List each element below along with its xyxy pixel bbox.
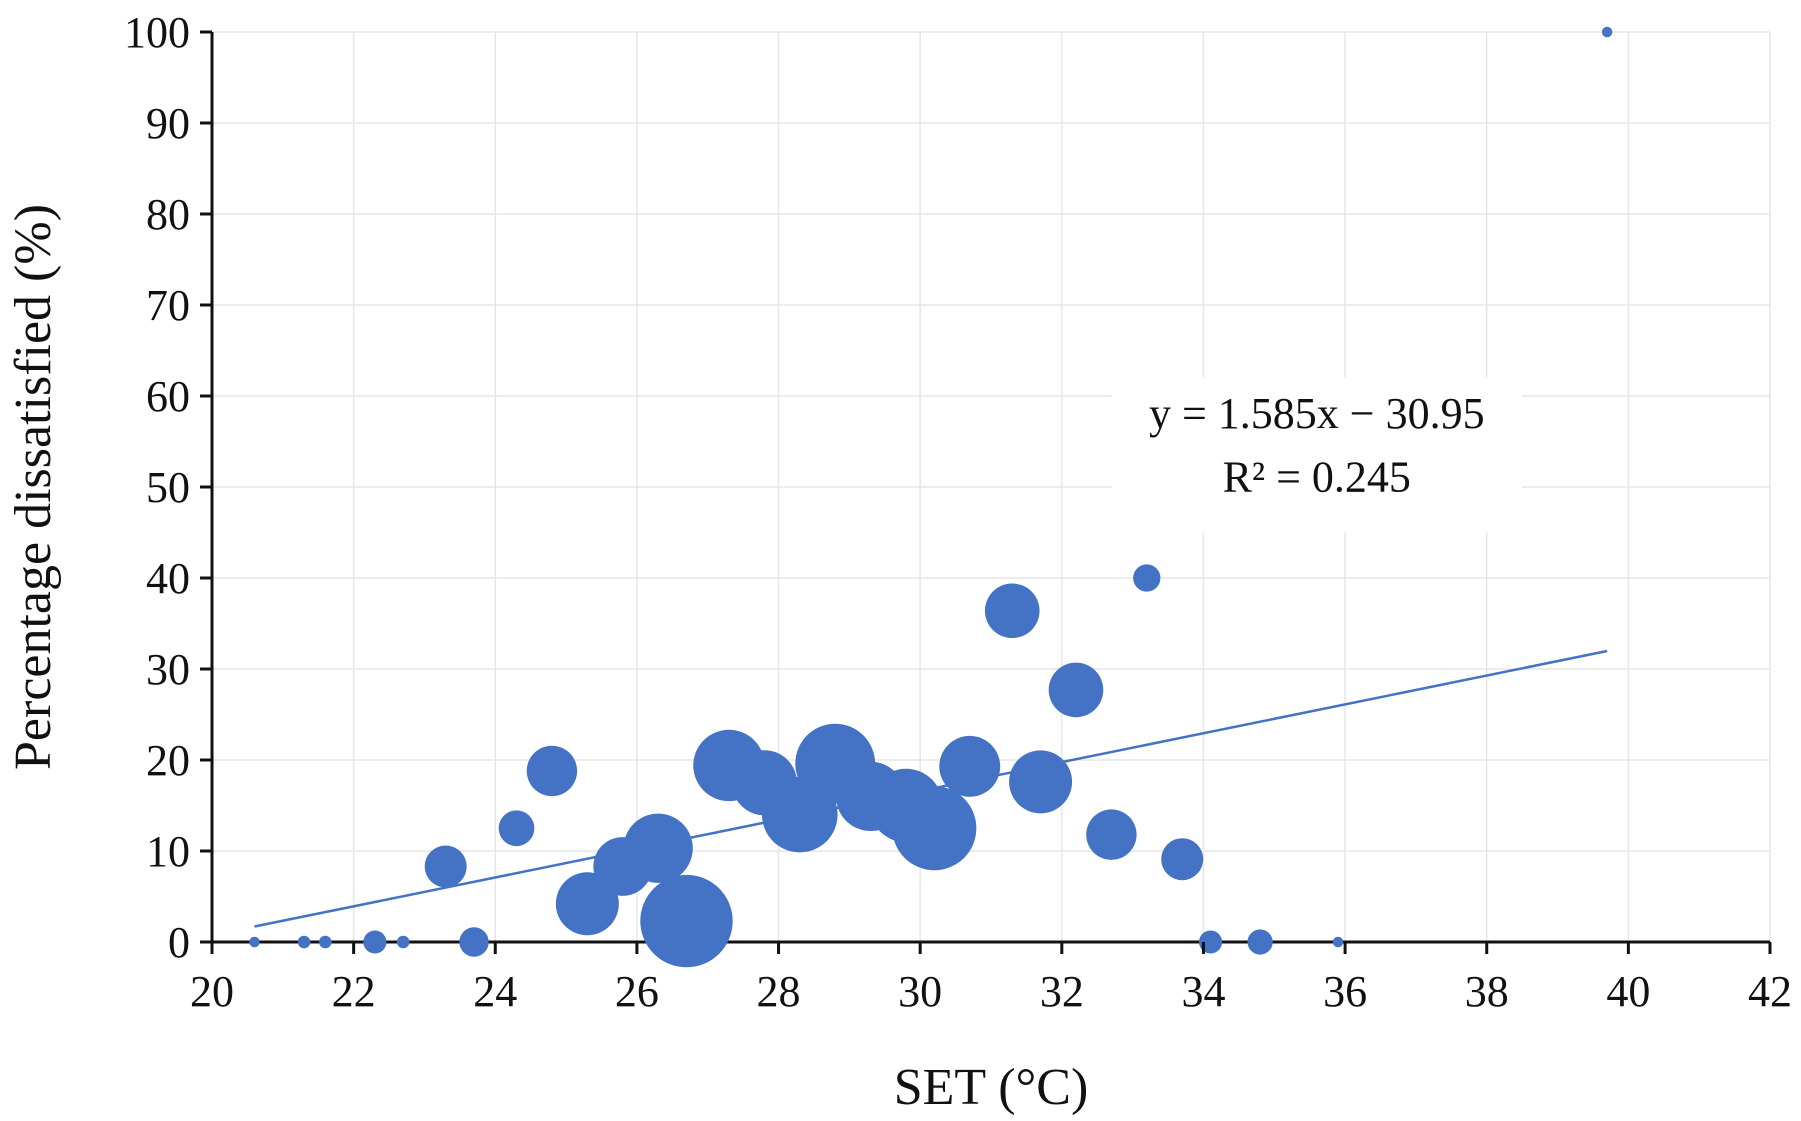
x-tick-label: 34 (1181, 967, 1225, 1016)
data-point (1161, 838, 1204, 881)
y-tick-label: 60 (146, 372, 190, 421)
x-tick-label: 30 (898, 967, 942, 1016)
y-tick-label: 20 (146, 736, 190, 785)
data-point (623, 813, 693, 883)
x-tick-label: 32 (1040, 967, 1084, 1016)
point-layer (249, 26, 1613, 968)
grid-layer (212, 31, 1771, 942)
x-tick-label: 20 (190, 967, 234, 1016)
x-tick-label: 26 (615, 967, 659, 1016)
x-tick-label: 28 (757, 967, 801, 1016)
y-tick-label: 50 (146, 463, 190, 512)
y-tick-label: 40 (146, 554, 190, 603)
y-tick-label: 10 (146, 827, 190, 876)
x-tick-label: 22 (332, 967, 376, 1016)
data-point (1133, 564, 1161, 592)
x-tick-label: 42 (1748, 967, 1792, 1016)
x-axis-title: SET (°C) (894, 1059, 1089, 1116)
y-tick-label: 0 (168, 918, 190, 967)
y-tick-label: 80 (146, 190, 190, 239)
y-tick-label: 30 (146, 645, 190, 694)
data-point (498, 810, 535, 847)
x-tick-label: 36 (1323, 967, 1367, 1016)
x-tick-label: 38 (1465, 967, 1509, 1016)
data-point (939, 735, 1001, 797)
data-point (640, 874, 733, 968)
x-tick-label: 24 (473, 967, 517, 1016)
trendline-equation-box: y = 1.585x − 30.95 R² = 0.245 (1111, 377, 1522, 533)
y-tick-label: 70 (146, 281, 190, 330)
data-point (319, 935, 332, 949)
data-point (1601, 26, 1613, 38)
data-point (1086, 809, 1137, 860)
trendline-equation: y = 1.585x − 30.95 (1149, 389, 1485, 438)
data-point (892, 786, 977, 871)
equation-background (1111, 377, 1522, 533)
data-point (1247, 929, 1273, 955)
data-point (424, 845, 467, 888)
data-point (363, 930, 387, 954)
data-point (249, 936, 260, 948)
y-tick-label: 100 (124, 8, 190, 57)
tick-label-layer: 0 10 20 30 40 50 60 70 80 90 100 20 22 24 26 28 30 32 34 36… (124, 8, 1792, 1016)
x-tick-label: 40 (1606, 967, 1650, 1016)
data-point (459, 927, 489, 957)
data-point (1048, 662, 1104, 718)
trendline-r-squared: R² = 0.245 (1223, 453, 1411, 502)
y-tick-label: 90 (146, 99, 190, 148)
y-axis-title: Percentage dissatisfied (%) (5, 204, 62, 770)
data-point (1332, 936, 1344, 948)
data-point (526, 745, 578, 797)
data-point (1009, 750, 1073, 814)
data-point (396, 935, 410, 949)
data-point (984, 583, 1040, 639)
data-point (297, 935, 311, 949)
